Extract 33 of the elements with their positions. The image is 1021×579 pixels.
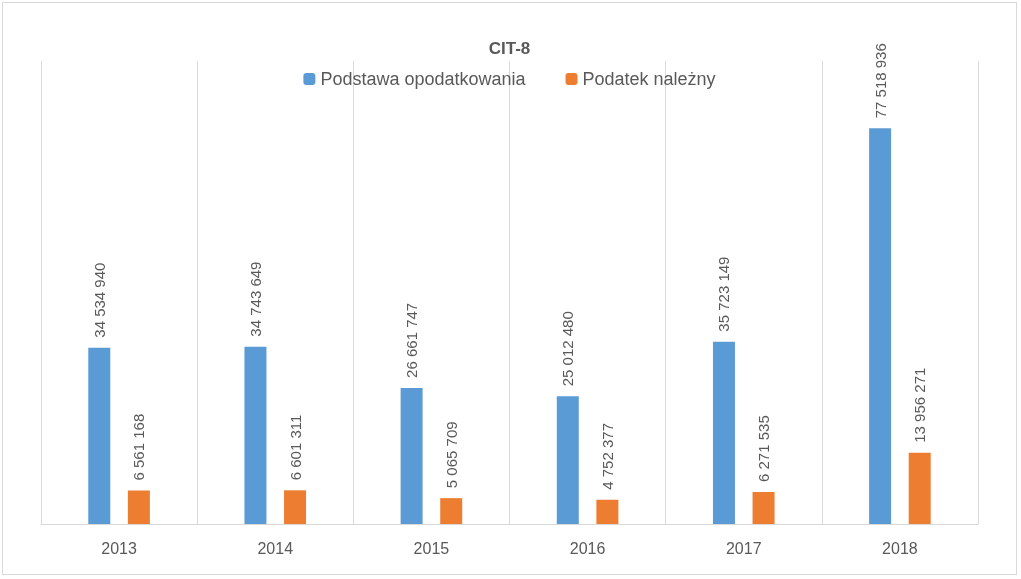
x-tick-label: 2018 — [882, 539, 918, 557]
data-label: 6 561 168 — [130, 413, 148, 481]
x-tick-label: 2014 — [257, 539, 294, 557]
bar — [88, 347, 111, 524]
x-tick-label: 2013 — [101, 539, 137, 557]
bar — [556, 396, 579, 524]
bar — [712, 341, 735, 524]
data-label: 5 065 709 — [442, 421, 460, 489]
bar — [127, 490, 150, 524]
x-tick-label: 2016 — [569, 539, 606, 557]
bar — [596, 499, 619, 524]
chart-title: CIT-8 — [488, 39, 531, 58]
bar — [400, 387, 423, 524]
data-label: 4 752 377 — [598, 423, 616, 490]
bar — [869, 128, 892, 524]
bar — [752, 491, 775, 524]
data-label: 34 534 940 — [90, 262, 108, 338]
data-label: 25 012 480 — [559, 311, 577, 387]
x-tick-label: 2017 — [725, 539, 762, 557]
data-label: 34 743 649 — [246, 261, 264, 337]
bar — [244, 346, 267, 524]
legend-label: Podatek należny — [582, 69, 716, 89]
data-label: 13 956 271 — [911, 367, 929, 443]
x-tick-label: 2015 — [413, 539, 450, 557]
legend-label: Podstawa opodatkowania — [320, 69, 527, 89]
data-label: 6 601 311 — [286, 414, 304, 481]
data-label: 26 661 747 — [403, 302, 421, 378]
bar — [440, 498, 463, 524]
data-label: 35 723 149 — [715, 256, 733, 332]
bar — [284, 490, 307, 524]
data-label: 6 271 535 — [755, 415, 773, 482]
bar — [908, 452, 931, 524]
data-label: 77 518 936 — [871, 43, 889, 119]
